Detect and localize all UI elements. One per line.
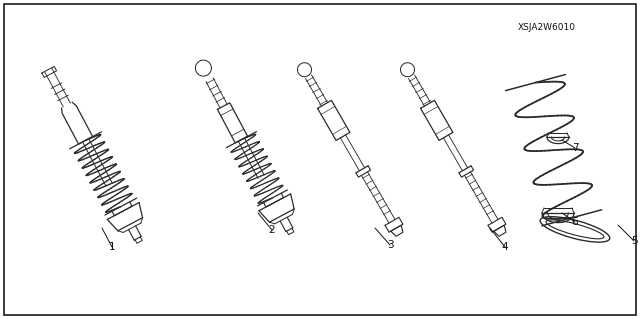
Text: 2: 2 [269, 225, 275, 235]
Text: 5: 5 [630, 236, 637, 246]
Text: 7: 7 [572, 143, 579, 153]
Text: 3: 3 [387, 240, 394, 250]
Text: XSJA2W6010: XSJA2W6010 [518, 24, 576, 33]
Text: 1: 1 [109, 242, 115, 252]
Text: 6: 6 [572, 217, 579, 227]
Text: 4: 4 [502, 242, 508, 252]
